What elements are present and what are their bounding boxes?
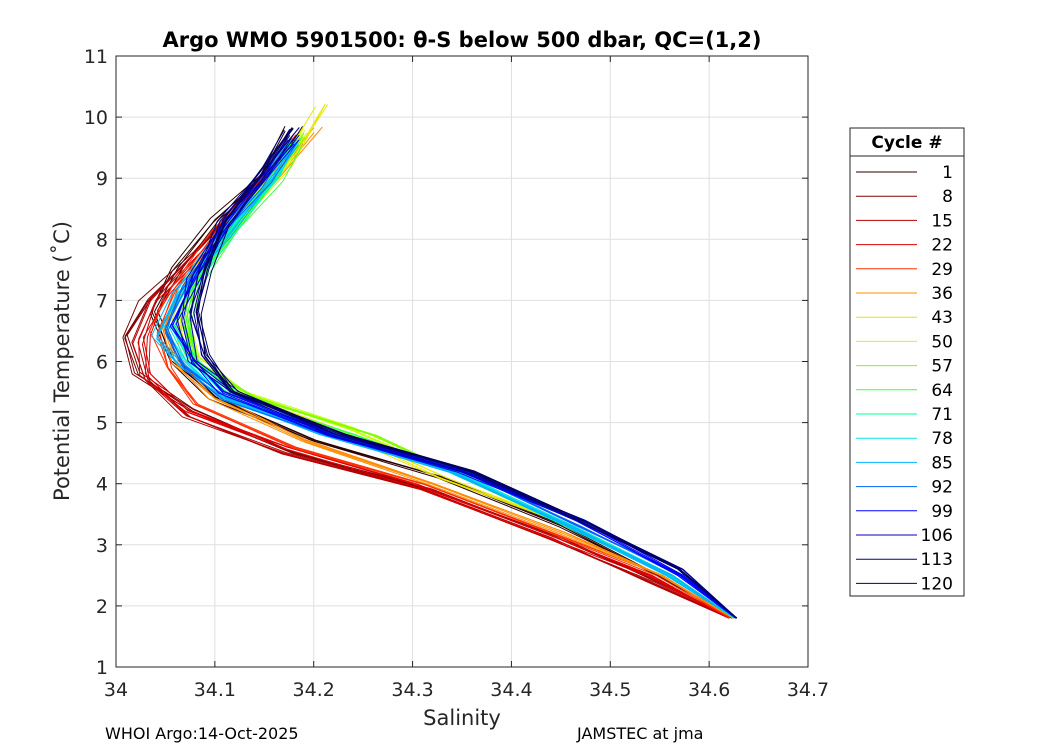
profile-line-cycle-92 xyxy=(165,144,737,619)
x-tick-label: 34.3 xyxy=(391,679,433,701)
legend-label-113: 113 xyxy=(921,550,953,570)
profile-line-cycle-15 xyxy=(132,141,730,619)
legend-title: Cycle # xyxy=(871,133,942,153)
legend-label-71: 71 xyxy=(931,405,953,425)
legend-label-78: 78 xyxy=(931,429,953,449)
y-tick-label: 4 xyxy=(96,474,108,496)
legend-label-120: 120 xyxy=(921,574,953,594)
axis-ticks: 34 34.1 34.2 34.3 34.4 34.5 34.6 34.71234567891… xyxy=(84,46,829,701)
legend-label-50: 50 xyxy=(931,332,953,352)
legend-label-36: 36 xyxy=(931,284,953,304)
legend-label-92: 92 xyxy=(931,478,953,498)
y-tick-label: 10 xyxy=(84,107,108,129)
y-tick-label: 8 xyxy=(96,229,108,251)
legend: Cycle # 18152229364350576471788592991061… xyxy=(849,127,965,597)
y-axis-label: Potential Temperature (˚C) xyxy=(50,221,74,501)
footer-source: WHOI Argo:14-Oct-2025 xyxy=(105,724,299,743)
footer-credit: JAMSTEC at jma xyxy=(577,724,704,743)
legend-label-15: 15 xyxy=(931,211,953,231)
legend-label-22: 22 xyxy=(931,236,953,256)
profile-line-cycle-120 xyxy=(198,127,738,619)
y-tick-label: 1 xyxy=(96,657,108,679)
y-tick-label: 7 xyxy=(96,290,108,312)
profile-line-cycle-99 xyxy=(169,143,737,619)
x-tick-label: 34 xyxy=(104,679,128,701)
x-tick-label: 34.6 xyxy=(688,679,730,701)
y-tick-label: 6 xyxy=(96,352,108,374)
profile-line-cycle-29 xyxy=(149,134,731,619)
legend-box xyxy=(849,127,965,597)
x-axis-label: Salinity xyxy=(423,706,501,730)
legend-label-57: 57 xyxy=(931,357,953,377)
y-tick-label: 2 xyxy=(96,596,108,618)
x-tick-label: 34.5 xyxy=(589,679,631,701)
legend-entries: 1 8 15 22 29 36 43 50 57 64 71 78 85 92 99 106 113 120 xyxy=(856,163,953,594)
y-tick-label: 11 xyxy=(84,46,108,68)
y-tick-label: 9 xyxy=(96,168,108,190)
y-tick-label: 5 xyxy=(96,413,108,435)
legend-label-1: 1 xyxy=(942,163,953,183)
legend-label-85: 85 xyxy=(931,453,953,473)
grid-lines xyxy=(116,56,808,667)
legend-label-43: 43 xyxy=(931,308,953,328)
chart-title: Argo WMO 5901500: θ-S below 500 dbar, QC… xyxy=(163,28,762,52)
x-tick-label: 34.1 xyxy=(194,679,236,701)
y-tick-label: 3 xyxy=(96,535,108,557)
legend-label-29: 29 xyxy=(931,260,953,280)
legend-label-106: 106 xyxy=(921,526,953,546)
x-tick-label: 34.2 xyxy=(293,679,335,701)
legend-label-64: 64 xyxy=(931,381,953,401)
legend-label-8: 8 xyxy=(942,187,953,207)
x-tick-label: 34.7 xyxy=(787,679,829,701)
profile-line-cycle-85 xyxy=(150,140,736,619)
profile-lines xyxy=(122,103,738,619)
profile-line-cycle-1 xyxy=(149,130,737,619)
legend-label-99: 99 xyxy=(931,502,953,522)
x-tick-label: 34.4 xyxy=(490,679,532,701)
